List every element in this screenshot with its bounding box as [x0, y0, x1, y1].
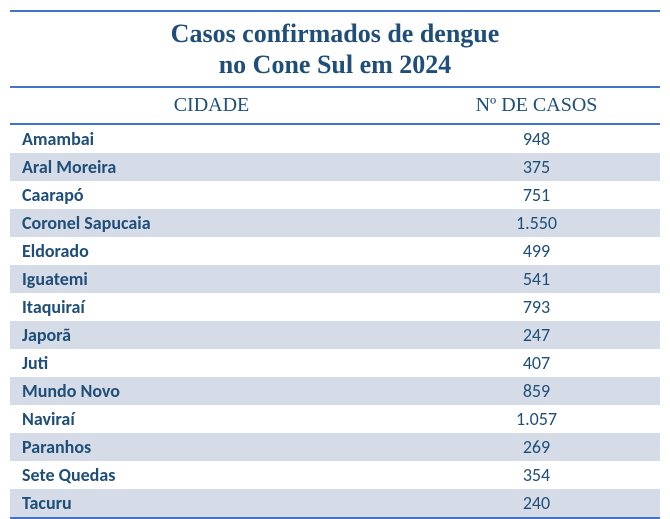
cases-cell: 859: [413, 380, 660, 402]
city-cell: Amambai: [10, 128, 413, 150]
table-row: Eldorado499: [10, 237, 660, 265]
column-header-cases: Nº DE CASOS: [413, 94, 660, 117]
table-row: Tacuru240: [10, 489, 660, 519]
cases-cell: 751: [413, 184, 660, 206]
city-cell: Coronel Sapucaia: [10, 212, 413, 234]
table-title: Casos confirmados de dengue no Cone Sul …: [10, 10, 660, 88]
cases-cell: 1.550: [413, 212, 660, 234]
city-cell: Iguatemi: [10, 268, 413, 290]
table-row: Iguatemi541: [10, 265, 660, 293]
city-cell: Caarapó: [10, 184, 413, 206]
city-cell: Itaquiraí: [10, 296, 413, 318]
table-row: Paranhos269: [10, 433, 660, 461]
cases-cell: 269: [413, 436, 660, 458]
cases-cell: 240: [413, 492, 660, 514]
cases-cell: 541: [413, 268, 660, 290]
cases-cell: 375: [413, 156, 660, 178]
column-header-city: CIDADE: [10, 94, 413, 117]
table-row: Japorã247: [10, 321, 660, 349]
table-row: Caarapó751: [10, 181, 660, 209]
city-cell: Sete Quedas: [10, 464, 413, 486]
city-cell: Juti: [10, 352, 413, 374]
title-line-2: no Cone Sul em 2024: [219, 50, 452, 79]
city-cell: Eldorado: [10, 240, 413, 262]
cases-cell: 354: [413, 464, 660, 486]
city-cell: Tacuru: [10, 492, 413, 514]
table-row: Naviraí1.057: [10, 405, 660, 433]
cases-cell: 499: [413, 240, 660, 262]
city-cell: Paranhos: [10, 436, 413, 458]
city-cell: Mundo Novo: [10, 380, 413, 402]
cases-cell: 793: [413, 296, 660, 318]
cases-cell: 407: [413, 352, 660, 374]
table-row: Coronel Sapucaia1.550: [10, 209, 660, 237]
city-cell: Naviraí: [10, 408, 413, 430]
table-row: Itaquiraí793: [10, 293, 660, 321]
table-row: Amambai948: [10, 125, 660, 153]
city-cell: Japorã: [10, 324, 413, 346]
cases-cell: 247: [413, 324, 660, 346]
cases-cell: 1.057: [413, 408, 660, 430]
cases-cell: 948: [413, 128, 660, 150]
table-body: Amambai948Aral Moreira375Caarapó751Coron…: [10, 125, 660, 519]
city-cell: Aral Moreira: [10, 156, 413, 178]
table-row: Mundo Novo859: [10, 377, 660, 405]
table-row: Sete Quedas354: [10, 461, 660, 489]
table-row: Juti407: [10, 349, 660, 377]
title-line-1: Casos confirmados de dengue: [171, 19, 500, 48]
table-header-row: CIDADE Nº DE CASOS: [10, 88, 660, 125]
table-row: Aral Moreira375: [10, 153, 660, 181]
dengue-table: Casos confirmados de dengue no Cone Sul …: [10, 10, 660, 519]
